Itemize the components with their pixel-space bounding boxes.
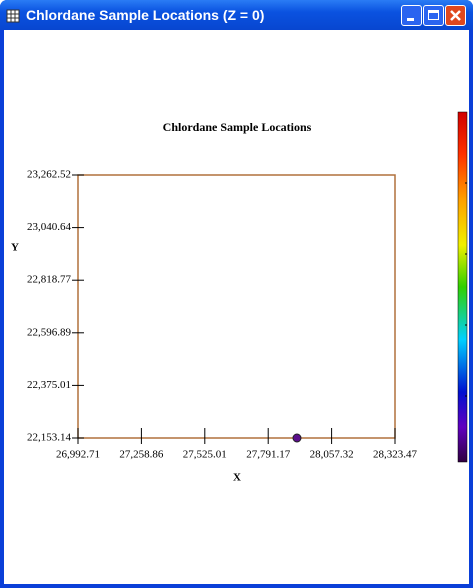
close-button[interactable] <box>445 5 466 26</box>
window-title: Chlordane Sample Locations (Z = 0) <box>26 7 265 23</box>
client-area <box>4 30 469 584</box>
y-tick-label: 22,818.77 <box>27 274 72 286</box>
color-bar <box>457 111 468 463</box>
x-tick-label: 28,323.47 <box>373 449 418 461</box>
x-tick-label: 26,992.71 <box>56 449 100 461</box>
x-axis-label: X <box>233 472 241 484</box>
minimize-button[interactable] <box>401 5 422 26</box>
y-tick-label: 22,375.01 <box>27 379 71 391</box>
plot-frame <box>77 174 396 439</box>
point <box>292 433 302 443</box>
x-tick-label: 27,791.17 <box>246 449 291 461</box>
y-axis-label: Y <box>11 242 19 254</box>
color-bar-ticks <box>465 182 467 397</box>
title-bar: Chlordane Sample Locations (Z = 0) <box>0 0 473 30</box>
y-tick-label: 22,596.89 <box>27 326 72 338</box>
y-tick-label: 22,153.14 <box>27 432 72 444</box>
maximize-button[interactable] <box>423 5 444 26</box>
chart-title: Chlordane Sample Locations <box>163 120 312 134</box>
x-tick-label: 27,258.86 <box>119 449 164 461</box>
x-tick-label: 28,057.32 <box>310 449 354 461</box>
y-tick-label: 23,040.64 <box>27 221 72 233</box>
y-tick-label: 23,262.52 <box>27 169 71 181</box>
app-icon <box>6 9 20 23</box>
x-tick-label: 27,525.01 <box>183 449 227 461</box>
